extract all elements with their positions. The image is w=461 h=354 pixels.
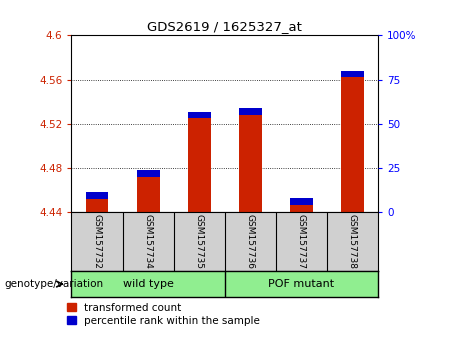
Text: GSM157737: GSM157737 xyxy=(297,214,306,269)
Bar xyxy=(290,198,313,205)
Bar xyxy=(136,177,160,212)
Bar xyxy=(239,115,262,212)
Title: GDS2619 / 1625327_at: GDS2619 / 1625327_at xyxy=(148,20,302,33)
Legend: transformed count, percentile rank within the sample: transformed count, percentile rank withi… xyxy=(67,303,260,326)
Bar xyxy=(290,205,313,212)
Text: GSM157734: GSM157734 xyxy=(143,214,153,269)
Bar xyxy=(188,112,211,118)
Text: genotype/variation: genotype/variation xyxy=(5,279,104,289)
Text: GSM157732: GSM157732 xyxy=(93,214,101,269)
Bar xyxy=(85,193,108,199)
Bar xyxy=(136,170,160,177)
Text: GSM157738: GSM157738 xyxy=(348,214,357,269)
Text: wild type: wild type xyxy=(123,279,173,289)
Text: POF mutant: POF mutant xyxy=(268,279,334,289)
Bar xyxy=(188,118,211,212)
Bar xyxy=(341,71,364,78)
Bar xyxy=(341,78,364,212)
Bar xyxy=(85,199,108,212)
Text: GSM157736: GSM157736 xyxy=(246,214,255,269)
Text: GSM157735: GSM157735 xyxy=(195,214,204,269)
Bar xyxy=(239,108,262,115)
